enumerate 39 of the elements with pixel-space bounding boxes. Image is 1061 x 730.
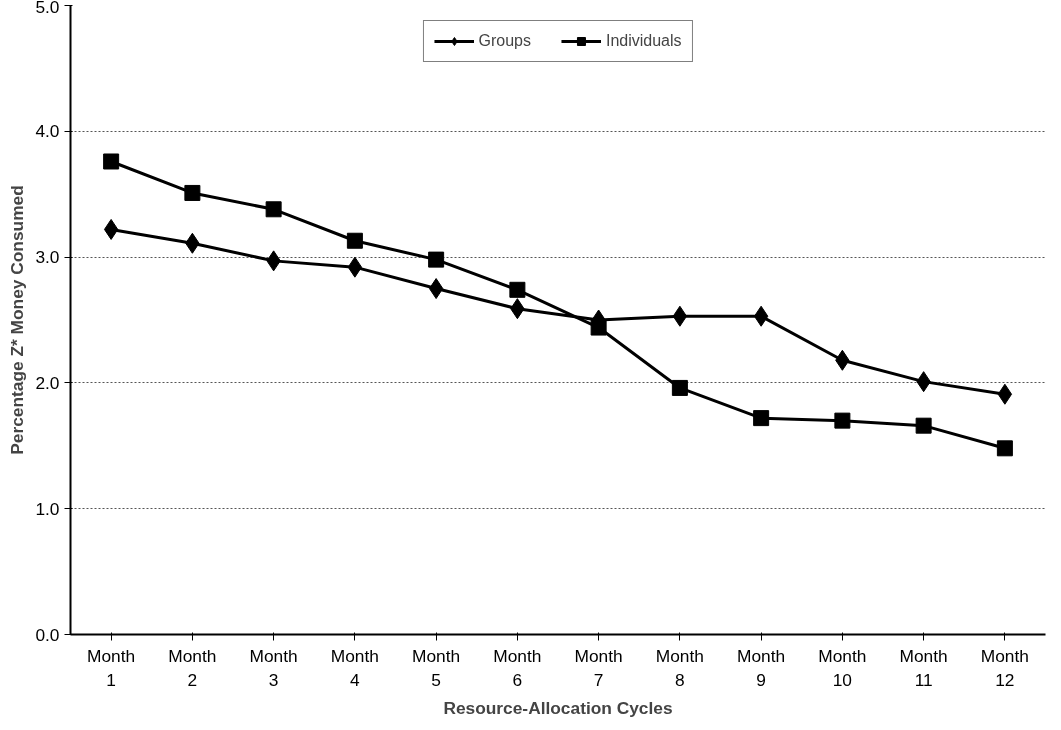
point (753, 410, 770, 427)
x-tick-label: Month 8 (655, 645, 704, 690)
y-tick-label: 3.0 (35, 247, 60, 268)
x-tick-label: Month 6 (493, 645, 542, 690)
y-tick-label: 4.0 (35, 121, 60, 142)
x-tick-label: Month 5 (412, 645, 461, 690)
y-tick-label: 2.0 (35, 372, 60, 393)
point (915, 417, 932, 434)
y-axis-title: Percentage Z* Money Consumed (7, 185, 28, 455)
y-tick-label: 0.0 (35, 624, 60, 645)
point (834, 412, 851, 429)
x-tick-label: Month 2 (168, 645, 217, 690)
point (347, 256, 363, 278)
x-tick-label: Month 9 (737, 645, 786, 690)
point (997, 383, 1013, 405)
x-axis-title: Resource-Allocation Cycles (443, 697, 673, 718)
point (753, 305, 769, 327)
point (671, 379, 688, 396)
point (265, 201, 282, 218)
x-tick-label: Month 1 (87, 645, 136, 690)
point (346, 232, 363, 249)
y-tick-label: 5.0 (35, 0, 60, 17)
x-tick-label: Month 3 (249, 645, 298, 690)
x-tick-label: Month 4 (330, 645, 379, 690)
x-tick-label: Month 7 (574, 645, 623, 690)
point (509, 281, 526, 298)
x-tick-label: Month 12 (980, 645, 1029, 690)
point (184, 184, 201, 201)
x-tick-label: Month 11 (899, 645, 948, 690)
point (103, 218, 119, 240)
x-tick-label: Month 10 (818, 645, 867, 690)
point (103, 153, 120, 170)
legend-label: Groups (478, 32, 531, 50)
point (996, 440, 1013, 457)
point (428, 251, 445, 268)
point (428, 278, 444, 300)
point (672, 305, 688, 327)
y-tick-label: 1.0 (35, 498, 60, 519)
legend-label: Individuals (605, 32, 682, 50)
